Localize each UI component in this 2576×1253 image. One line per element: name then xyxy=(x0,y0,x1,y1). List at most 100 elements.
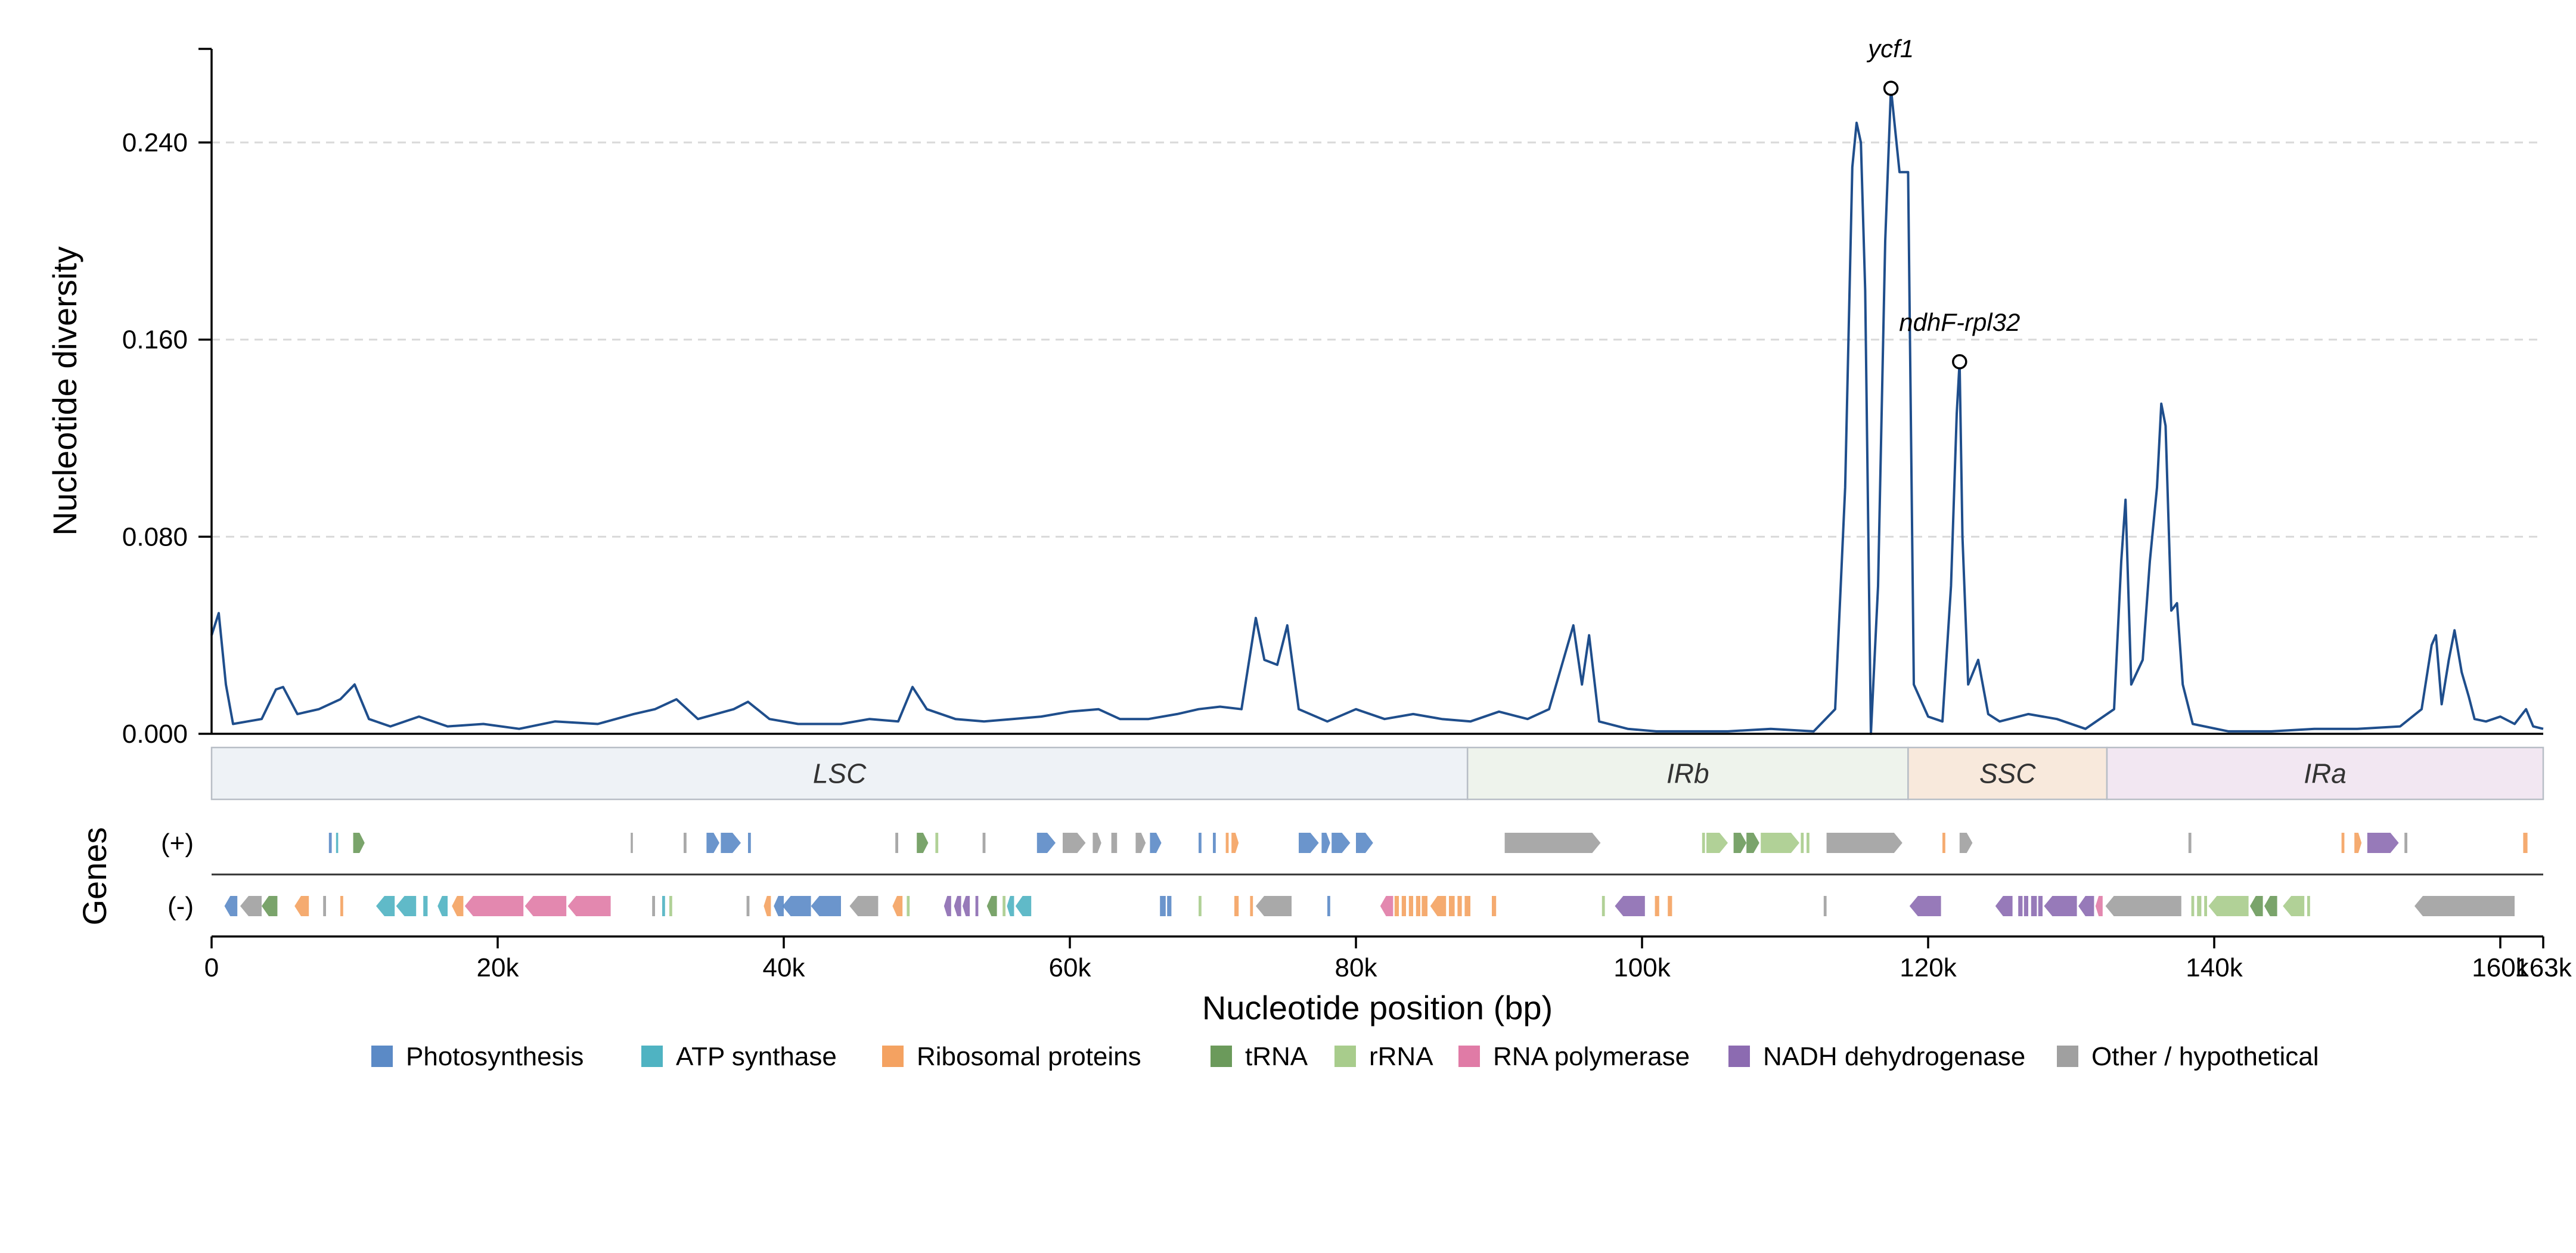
gene-photo xyxy=(224,896,238,916)
region-label-lsc: LSC xyxy=(813,758,867,789)
gene-rrna xyxy=(2208,896,2249,916)
gene-atp xyxy=(336,833,339,853)
gene-ribo xyxy=(1457,896,1462,916)
region-lsc xyxy=(210,746,1469,801)
gene-other xyxy=(746,896,750,916)
gene-photo xyxy=(1167,896,1172,916)
legend-swatch-ribo xyxy=(882,1046,904,1067)
genes-track-title: Genes xyxy=(76,827,113,926)
gene-ribo xyxy=(1231,833,1239,853)
gene-rnap xyxy=(464,896,524,916)
gene-trna xyxy=(1733,833,1747,853)
gene-ndh xyxy=(944,896,951,916)
gene-other xyxy=(2105,896,2181,916)
gene-other xyxy=(1826,833,1902,853)
peak-label: ndhF-rpl32 xyxy=(1899,308,2020,336)
gene-ndh xyxy=(2023,896,2028,916)
gene-ribo xyxy=(1449,896,1455,916)
gene-ribo xyxy=(2523,833,2528,853)
region-ira xyxy=(2106,746,2544,801)
legend-swatch-ndh xyxy=(1728,1046,1750,1067)
gene-other xyxy=(240,896,262,916)
gene-other xyxy=(1111,833,1118,853)
gene-ribo xyxy=(1394,896,1399,916)
gene-photo xyxy=(706,833,719,853)
gene-tracks: (+) (-) xyxy=(161,829,2543,921)
region-irb xyxy=(1466,746,1909,801)
legend-label-ribo: Ribosomal proteins xyxy=(917,1042,1141,1071)
gene-photo xyxy=(748,833,751,853)
peak-marker xyxy=(1883,80,1899,96)
gene-ndh xyxy=(2018,896,2023,916)
x-tick-label: 60k xyxy=(1049,953,1092,982)
strand-label-minus: (-) xyxy=(167,892,194,921)
legend-swatch-photo xyxy=(371,1046,393,1067)
gene-rrna xyxy=(1706,833,1728,853)
gene-trna xyxy=(986,896,997,916)
gene-ribo xyxy=(1234,896,1239,916)
gene-other xyxy=(1256,896,1292,916)
legend-label-rrna: rRNA xyxy=(1369,1042,1433,1071)
gene-ribo xyxy=(1401,896,1406,916)
gene-atp xyxy=(423,896,428,916)
gene-trna xyxy=(2250,896,2263,916)
gene-rnap xyxy=(524,896,567,916)
diversity-line xyxy=(210,87,2544,735)
legend-swatch-rnap xyxy=(1458,1046,1480,1067)
strand-label-plus: (+) xyxy=(161,829,194,858)
region-ssc xyxy=(1907,746,2108,801)
gene-rrna xyxy=(935,833,939,853)
gene-photo xyxy=(1160,896,1166,916)
x-tick-label: 100k xyxy=(1613,953,1671,982)
gene-rnap xyxy=(567,896,611,916)
region-label-ira: IRa xyxy=(2304,758,2347,789)
gene-photo xyxy=(811,896,841,916)
gene-rrna xyxy=(2204,896,2207,916)
gene-photo xyxy=(1036,833,1056,853)
legend-label-photo: Photosynthesis xyxy=(406,1042,584,1071)
region-label-ssc: SSC xyxy=(1979,758,2036,789)
gene-ribo xyxy=(1416,896,1420,916)
gene-other xyxy=(1959,833,1973,853)
y-tick-label: 0.080 xyxy=(122,522,188,551)
gene-ribo xyxy=(892,896,903,916)
gene-rrna xyxy=(1761,833,1799,853)
gene-other xyxy=(849,896,879,916)
gene-ribo xyxy=(1430,896,1447,916)
peak-label: ycf1 xyxy=(1866,35,1914,63)
x-tick-label: 140k xyxy=(2186,953,2243,982)
gene-photo xyxy=(1150,833,1162,853)
x-tick-label: 163k xyxy=(2515,953,2572,982)
gene-other xyxy=(982,833,986,853)
x-tick-label: 20k xyxy=(477,953,520,982)
gene-ndh xyxy=(2031,896,2037,916)
gene-ndh xyxy=(1909,896,1941,916)
x-tick-label: 80k xyxy=(1335,953,1378,982)
gene-rrna xyxy=(669,896,672,916)
gene-ribo xyxy=(1408,896,1413,916)
gene-ndh xyxy=(2038,896,2043,916)
x-tick-label: 160k xyxy=(2472,953,2529,982)
peak-marker xyxy=(1952,354,1967,370)
y-tick-label: 0.240 xyxy=(122,128,188,157)
gene-ribo xyxy=(2354,833,2362,853)
gene-ribo xyxy=(2341,833,2345,853)
gene-ribo xyxy=(764,896,771,916)
gene-photo xyxy=(328,833,332,853)
gene-rrna xyxy=(1702,833,1705,853)
gene-ribo xyxy=(1422,896,1427,916)
x-tick-label: 120k xyxy=(1900,953,1957,982)
gene-other xyxy=(2414,896,2515,916)
gene-other xyxy=(1093,833,1101,853)
gene-ndh xyxy=(963,896,970,916)
y-axis-title: Nucleotide diversity xyxy=(46,246,83,536)
gene-ndh xyxy=(2044,896,2077,916)
gene-rrna xyxy=(2283,896,2305,916)
legend-swatch-atp xyxy=(641,1046,663,1067)
gene-photo xyxy=(721,833,741,853)
gene-ribo xyxy=(452,896,464,916)
legend-swatch-other xyxy=(2057,1046,2078,1067)
legend-label-trna: tRNA xyxy=(1245,1042,1308,1071)
